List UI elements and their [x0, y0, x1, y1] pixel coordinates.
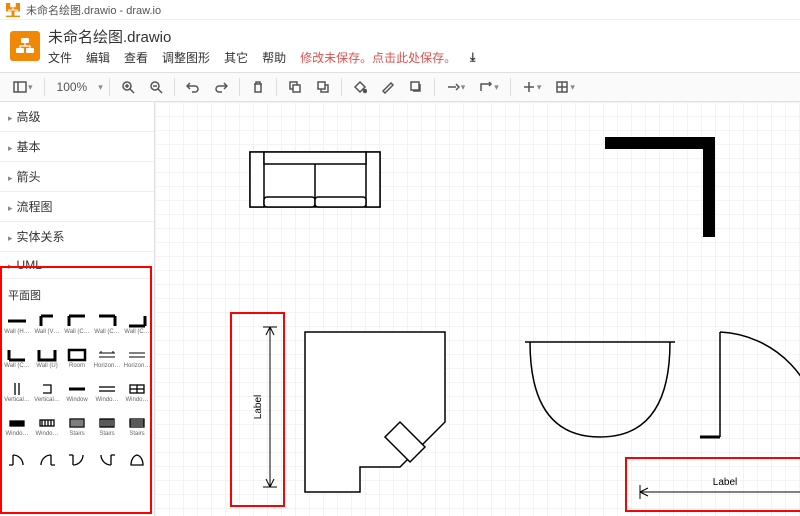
separator [239, 78, 240, 96]
separator [174, 78, 175, 96]
fill-color-button[interactable] [348, 77, 372, 97]
shape-wall-c1[interactable]: Wall (C… [62, 307, 92, 341]
undo-button[interactable] [181, 77, 205, 97]
separator [44, 78, 45, 96]
document-name[interactable]: 未命名绘图.drawio [48, 26, 475, 47]
shape-windo1[interactable]: Windo… [92, 375, 122, 409]
window-title: 未命名绘图.drawio - draw.io [26, 2, 161, 18]
app-logo [10, 31, 40, 61]
sidebar-cat-arrows[interactable]: 箭头 [0, 162, 154, 192]
shape-wall-v[interactable]: Wall (V… [32, 307, 62, 341]
shape-door4[interactable] [92, 443, 122, 477]
shape-wall-u[interactable]: Wall (U) [32, 341, 62, 375]
shape-windo4[interactable]: Windo… [32, 409, 62, 443]
app-icon [6, 3, 20, 17]
shadow-button[interactable] [404, 77, 428, 97]
separator [434, 78, 435, 96]
floorplan-title[interactable]: 平面图 [2, 283, 152, 307]
separator [341, 78, 342, 96]
menu-edit[interactable]: 编辑 [86, 49, 110, 66]
sidebar-cat-basic[interactable]: 基本 [0, 132, 154, 162]
main-area: 高级 基本 箭头 流程图 实体关系 UML 平面图 Wall (H… Wall … [0, 102, 800, 516]
separator [276, 78, 277, 96]
shape-vert2[interactable]: Vertical… [32, 375, 62, 409]
shape-room[interactable]: Room [62, 341, 92, 375]
menu-arrange[interactable]: 调整图形 [162, 49, 210, 66]
delete-button[interactable] [246, 77, 270, 97]
shape-door2[interactable] [32, 443, 62, 477]
shape-door5[interactable] [122, 443, 152, 477]
menu-bar: 文件 编辑 查看 调整图形 其它 帮助 修改未保存。点击此处保存。 ⤓ [48, 49, 475, 66]
separator [510, 78, 511, 96]
to-front-button[interactable] [283, 77, 307, 97]
sidebar-cat-uml[interactable]: UML [0, 252, 154, 279]
to-back-button[interactable] [311, 77, 335, 97]
drawing-canvas[interactable]: Label [155, 102, 800, 516]
canvas-door[interactable] [700, 317, 800, 442]
line-color-button[interactable] [376, 77, 400, 97]
canvas-dimension-vertical[interactable]: Label [245, 322, 285, 492]
table-button[interactable]: ▾ [550, 77, 580, 97]
zoom-out-button[interactable] [144, 77, 168, 97]
floorplan-panel: 平面图 Wall (H… Wall (V… Wall (C… Wall (C… … [0, 279, 154, 481]
shape-door3[interactable] [62, 443, 92, 477]
shape-wall-c2[interactable]: Wall (C… [92, 307, 122, 341]
app-header: 未命名绘图.drawio 文件 编辑 查看 调整图形 其它 帮助 修改未保存。点… [0, 20, 800, 72]
shape-vert1[interactable]: Vertical… [2, 375, 32, 409]
waypoint-button[interactable]: ▾ [474, 77, 504, 97]
zoom-in-button[interactable] [116, 77, 140, 97]
shape-windo2[interactable]: Windo… [122, 375, 152, 409]
menu-view[interactable]: 查看 [124, 49, 148, 66]
shape-grid: Wall (H… Wall (V… Wall (C… Wall (C… Wall… [2, 307, 152, 477]
menu-file[interactable]: 文件 [48, 49, 72, 66]
canvas-dimension-horizontal[interactable]: Label [635, 467, 800, 507]
canvas-wall-corner[interactable] [595, 137, 715, 237]
shape-wall-h[interactable]: Wall (H… [2, 307, 32, 341]
shape-windo3[interactable]: Windo… [2, 409, 32, 443]
window-titlebar: 未命名绘图.drawio - draw.io [0, 0, 800, 20]
connection-button[interactable]: ▾ [441, 77, 471, 97]
sidebar-cat-advanced[interactable]: 高级 [0, 102, 154, 132]
shapes-sidebar: 高级 基本 箭头 流程图 实体关系 UML 平面图 Wall (H… Wall … [0, 102, 155, 516]
shape-stairs1[interactable]: Stairs [62, 409, 92, 443]
zoom-level[interactable]: 100% [51, 77, 94, 97]
unsaved-warning[interactable]: 修改未保存。点击此处保存。 [300, 49, 456, 66]
menu-extras[interactable]: 其它 [224, 49, 248, 66]
canvas-sofa[interactable] [245, 142, 385, 217]
menu-help[interactable]: 帮助 [262, 49, 286, 66]
insert-button[interactable]: ▾ [517, 77, 547, 97]
shape-wall-c3[interactable]: Wall (C… [122, 307, 152, 341]
shape-window1[interactable]: Window [62, 375, 92, 409]
download-icon[interactable]: ⤓ [470, 50, 475, 65]
sidebar-cat-flowchart[interactable]: 流程图 [0, 192, 154, 222]
svg-text:Label: Label [713, 477, 737, 488]
canvas-curtain[interactable] [525, 337, 675, 447]
sidebar-cat-er[interactable]: 实体关系 [0, 222, 154, 252]
redo-button[interactable] [209, 77, 233, 97]
shape-wall-c4[interactable]: Wall (C… [2, 341, 32, 375]
shape-horiz1[interactable]: Horizon… [92, 341, 122, 375]
toolbar: ▾ 100%▾ ▾ ▾ ▾ ▾ [0, 72, 800, 102]
separator [109, 78, 110, 96]
svg-text:Label: Label [253, 395, 264, 419]
sidebar-toggle-button[interactable]: ▾ [8, 77, 38, 97]
shape-horiz2[interactable]: Horizon… [122, 341, 152, 375]
shape-door1[interactable] [2, 443, 32, 477]
canvas-l-desk[interactable] [300, 327, 450, 497]
shape-stairs2[interactable]: Stairs [92, 409, 122, 443]
shape-stairs3[interactable]: Stairs [122, 409, 152, 443]
